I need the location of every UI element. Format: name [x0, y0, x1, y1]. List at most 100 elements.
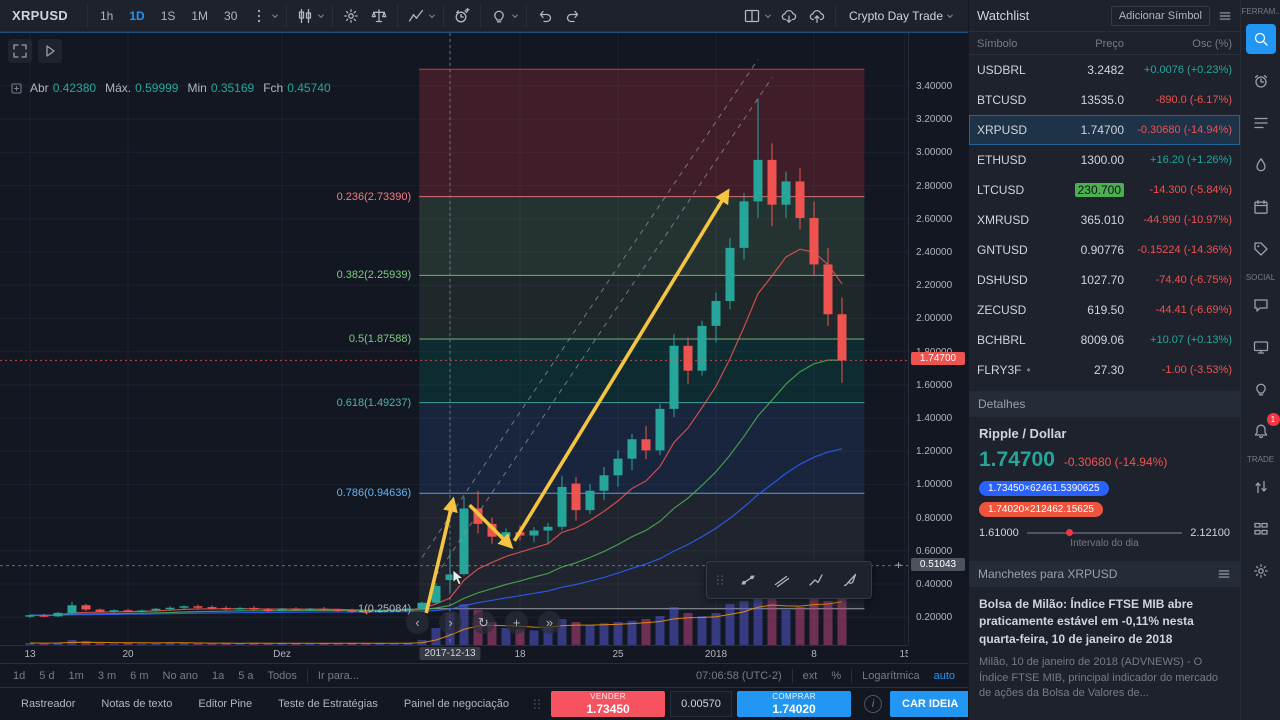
watchlist-row-FLRY3F[interactable]: FLRY3F • 27.30 -1.00 (-3.53%) — [969, 355, 1240, 385]
percent-toggle[interactable]: % — [831, 669, 842, 682]
interval-1D[interactable]: 1D — [129, 8, 145, 23]
chart-nav-button-0[interactable]: ‹ — [406, 611, 429, 634]
watchlist-row-DSHUSD[interactable]: DSHUSD 1027.70 -74.40 (-6.75%) — [969, 265, 1240, 295]
interval-30[interactable]: 30 — [224, 8, 238, 23]
search-icon[interactable] — [1245, 24, 1276, 54]
news-menu-icon[interactable] — [1217, 567, 1231, 581]
column-symbol[interactable]: Símbolo — [977, 38, 1018, 50]
template-selector[interactable]: Crypto Day Trade — [841, 9, 964, 23]
bottom-tab-0[interactable]: Rastreador — [21, 698, 76, 710]
alert-icon[interactable] — [449, 4, 475, 28]
calendar-icon[interactable] — [1246, 192, 1276, 222]
watchlist-row-BCHBRL[interactable]: BCHBRL 8009.06 +10.07 (+0.13%) — [969, 325, 1240, 355]
dom-icon[interactable] — [1246, 514, 1276, 544]
range-button-8[interactable]: Todos — [267, 669, 297, 682]
range-button-1[interactable]: 5 d — [39, 669, 55, 682]
bottom-panel: Rastreador Notas de texto Editor Pine Teste… — [0, 687, 989, 720]
compare-icon[interactable] — [366, 4, 392, 28]
watchlist-row-BTCUSD[interactable]: BTCUSD 13535.0 -890.0 (-6.17%) — [969, 85, 1240, 115]
drag-handle-icon[interactable] — [713, 573, 727, 587]
price-axis[interactable]: 3.40000 3.20000 3.00000 2.80000 2.60000 2.400… — [908, 33, 968, 645]
object-tree-icon[interactable] — [10, 82, 23, 95]
screen-icon[interactable] — [1246, 332, 1276, 362]
auto-scale-toggle[interactable]: auto — [933, 669, 955, 682]
indicators-caret-icon[interactable] — [428, 12, 436, 20]
watchlist-row-XRPUSD[interactable]: XRPUSD 1.74700 -0.30680 (-14.94%) — [969, 115, 1240, 145]
info-icon[interactable]: i — [864, 695, 883, 713]
gear-icon[interactable] — [1246, 556, 1276, 586]
trade-arrows-icon[interactable] — [1246, 472, 1276, 502]
interval-menu-icon[interactable] — [246, 4, 272, 28]
parallel-icon[interactable] — [767, 566, 797, 594]
drop-icon[interactable] — [1246, 150, 1276, 180]
chart-nav-button-4[interactable]: » — [538, 611, 561, 634]
brush-icon[interactable] — [835, 566, 865, 594]
drag-handle-icon[interactable] — [530, 697, 544, 711]
load-layout-icon[interactable] — [776, 4, 802, 28]
details-header[interactable]: Detalhes — [969, 391, 1240, 417]
sell-button[interactable]: VENDER 1.73450 — [551, 691, 666, 717]
publish-idea-button[interactable]: CAR IDEIA — [890, 691, 971, 717]
range-button-5[interactable]: No ano — [162, 669, 198, 682]
chart-plot[interactable]: Abr 0.42380 Máx. 0.59999 Min 0.35169 Fch 0.4574… — [0, 33, 908, 645]
chart-settings-icon[interactable] — [338, 4, 364, 28]
watchlist-row-XMRUSD[interactable]: XMRUSD 365.010 -44.990 (-10.97%) — [969, 205, 1240, 235]
range-marker — [1065, 529, 1073, 536]
tag-icon[interactable] — [1246, 234, 1276, 264]
alarm-icon[interactable] — [1246, 66, 1276, 96]
chart-nav-button-1[interactable]: › — [439, 611, 462, 634]
lines-icon[interactable] — [733, 566, 763, 594]
chat-icon[interactable] — [1246, 290, 1276, 320]
watchlist-row-LTCUSD[interactable]: LTCUSD 230.700 -14.300 (-5.84%) — [969, 175, 1240, 205]
chart-nav-button-3[interactable]: + — [505, 611, 528, 634]
ideas-icon[interactable] — [486, 4, 512, 28]
fullscreen-icon[interactable] — [8, 39, 32, 63]
indicators-icon[interactable] — [403, 4, 429, 28]
buy-button[interactable]: COMPRAR 1.74020 — [737, 691, 852, 717]
news-headline[interactable]: Bolsa de Milão: Índice FTSE MIB abre pra… — [979, 597, 1194, 646]
chart-type-icon[interactable] — [292, 4, 318, 28]
goto-button[interactable]: Ir para... — [317, 669, 359, 682]
headlines-icon[interactable] — [1246, 108, 1276, 138]
bottom-tab-1[interactable]: Notas de texto — [101, 698, 173, 710]
add-symbol-button[interactable]: Adicionar Símbol — [1110, 5, 1210, 26]
candlestick-chart[interactable] — [0, 33, 908, 645]
watchlist-row-ZECUSD[interactable]: ZECUSD 619.50 -44.41 (-6.69%) — [969, 295, 1240, 325]
range-button-4[interactable]: 6 m — [130, 669, 149, 682]
log-scale-toggle[interactable]: Logarítmica — [862, 669, 920, 682]
undo-icon[interactable] — [532, 4, 558, 28]
bar-replay-icon[interactable] — [38, 39, 62, 63]
symbol-button[interactable]: XRPUSD — [12, 8, 68, 23]
interval-1h[interactable]: 1h — [99, 8, 114, 23]
interval-1S[interactable]: 1S — [160, 8, 176, 23]
watchlist-row-USDBRL[interactable]: USDBRL 3.2482 +0.0076 (+0.23%) — [969, 55, 1240, 85]
bottom-tab-3[interactable]: Teste de Estratégias — [278, 698, 378, 710]
chart-nav-button-2[interactable]: ↻ — [472, 611, 495, 634]
bottom-tab-4[interactable]: Painel de negociação — [403, 698, 510, 710]
layout-icon[interactable] — [739, 4, 765, 28]
watchlist-menu-icon[interactable] — [1218, 9, 1232, 23]
interval-1M[interactable]: 1M — [191, 8, 209, 23]
redo-icon[interactable] — [560, 4, 586, 28]
chart-type-caret-icon[interactable] — [317, 12, 325, 20]
range-button-3[interactable]: 3 m — [97, 669, 117, 682]
bell-icon[interactable]: 1 — [1246, 413, 1280, 446]
news-header[interactable]: Manchetes para XRPUSD — [969, 561, 1240, 587]
ideas-caret-icon[interactable] — [511, 12, 519, 20]
watchlist-row-GNTUSD[interactable]: GNTUSD 0.90776 -0.15224 (-14.36%) — [969, 235, 1240, 265]
ext-toggle[interactable]: ext — [802, 669, 818, 682]
save-layout-icon[interactable] — [804, 4, 830, 28]
range-button-2[interactable]: 1m — [68, 669, 84, 682]
bottom-tab-2[interactable]: Editor Pine — [198, 698, 253, 710]
column-price[interactable]: Preço — [1095, 38, 1124, 50]
range-button-0[interactable]: 1d — [13, 669, 26, 682]
watchlist-row-ETHUSD[interactable]: ETHUSD 1300.00 +16.20 (+1.26%) — [969, 145, 1240, 175]
time-axis[interactable]: 13 20 Dez 2017-12-13 18 25 2018 8 15 — [0, 645, 908, 663]
range-button-6[interactable]: 1a — [212, 669, 225, 682]
bulb-icon[interactable] — [1246, 374, 1276, 404]
layout-caret-icon[interactable] — [764, 12, 772, 20]
interval-menu-caret-icon[interactable] — [271, 12, 279, 20]
range-button-7[interactable]: 5 a — [238, 669, 254, 682]
column-change[interactable]: Osc (%) — [1192, 38, 1232, 50]
trend-icon[interactable] — [801, 566, 831, 594]
